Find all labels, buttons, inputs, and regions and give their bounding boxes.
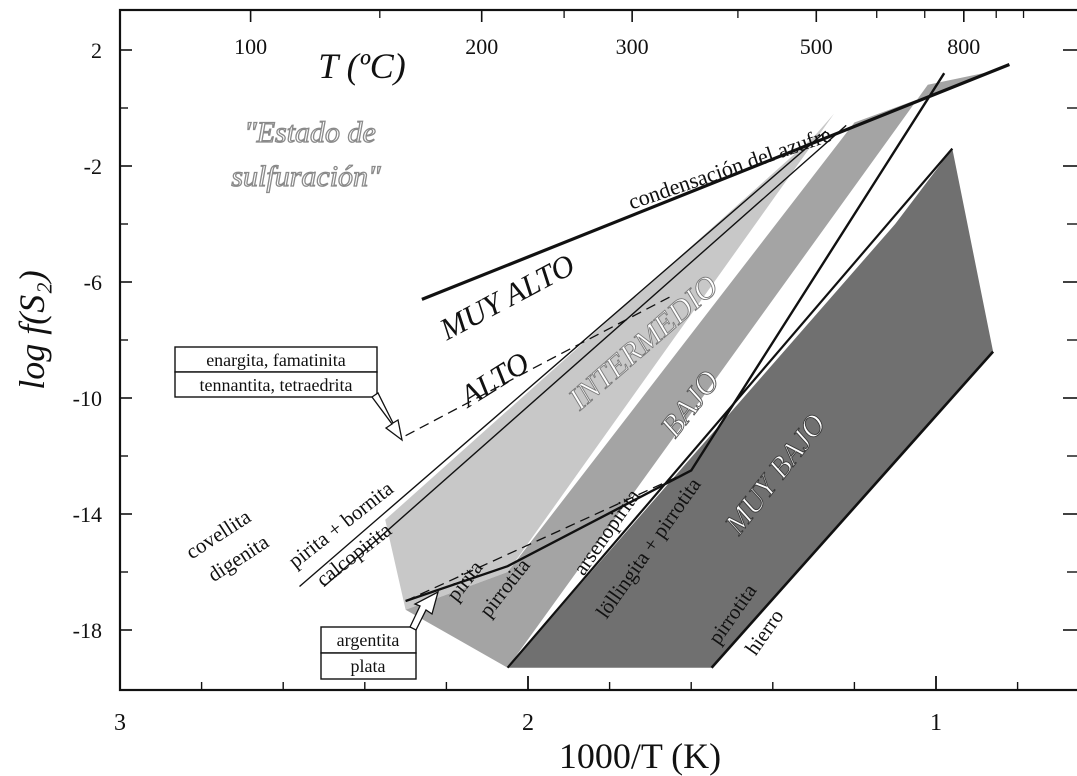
x-tick-label: 1	[930, 710, 942, 736]
boundary-line-7	[405, 469, 692, 602]
y-tick-label: -10	[73, 386, 102, 411]
boundary-line-1	[421, 63, 1010, 301]
top-tick-label: 500	[800, 34, 833, 59]
plot-frame	[118, 8, 1077, 692]
sulfidation-state-note-line1: "Estado de	[244, 116, 376, 149]
enargita-tennantita-box: enargita, famatinita tennantita, tetraed…	[174, 346, 378, 398]
top-axis-label: T (ºC)	[318, 46, 406, 86]
region-label-muy-alto: MUY ALTO	[433, 247, 580, 348]
y-tick-label: -14	[73, 502, 102, 527]
top-tick-label: 300	[616, 34, 649, 59]
boundary-line-2	[299, 130, 827, 588]
boundary-line-6	[506, 147, 954, 669]
x-axis-label: 1000/T (K)	[559, 736, 721, 776]
x-tick-label: 3	[114, 710, 126, 736]
region-bajo	[405, 70, 998, 668]
boundary-line-4	[405, 295, 672, 437]
y-axis-label: log f(S₂)	[12, 270, 52, 390]
y-tick-label: 2	[91, 38, 102, 63]
boundary-lines-layer	[299, 63, 1010, 669]
label-plata: plata	[351, 656, 386, 676]
top-tick-label: 200	[465, 34, 498, 59]
boundary-line-8	[710, 350, 995, 669]
label-tennantita-tetraedrita: tennantita, tetraedrita	[200, 375, 353, 395]
boundary-line-5	[405, 72, 946, 603]
y-tick-label: -6	[84, 270, 102, 295]
region-alto	[405, 116, 834, 352]
top-tick-label: 100	[234, 34, 267, 59]
x-tick-label: 2	[522, 710, 534, 736]
top-tick-label: 800	[947, 34, 980, 59]
boundary-line-3	[323, 124, 847, 588]
axes-layer: 2 -2 -6 -10 -14 -18 3 2 1 100 200 300 500 800	[73, 8, 1077, 736]
label-argentita: argentita	[337, 630, 400, 650]
callout-arrow-argentita	[409, 590, 440, 631]
label-enargita-famatinita: enargita, famatinita	[206, 350, 346, 370]
sulfidation-state-note-line2: sulfuración"	[231, 160, 381, 193]
callout-arrow-enargita	[371, 392, 403, 442]
argentita-plata-box: argentita plata	[320, 626, 417, 680]
region-muy-bajo	[507, 148, 994, 668]
region-intermedio	[385, 113, 834, 610]
y-tick-label: -2	[84, 154, 102, 179]
regions-layer	[385, 64, 1010, 668]
y-tick-label: -18	[73, 618, 102, 643]
